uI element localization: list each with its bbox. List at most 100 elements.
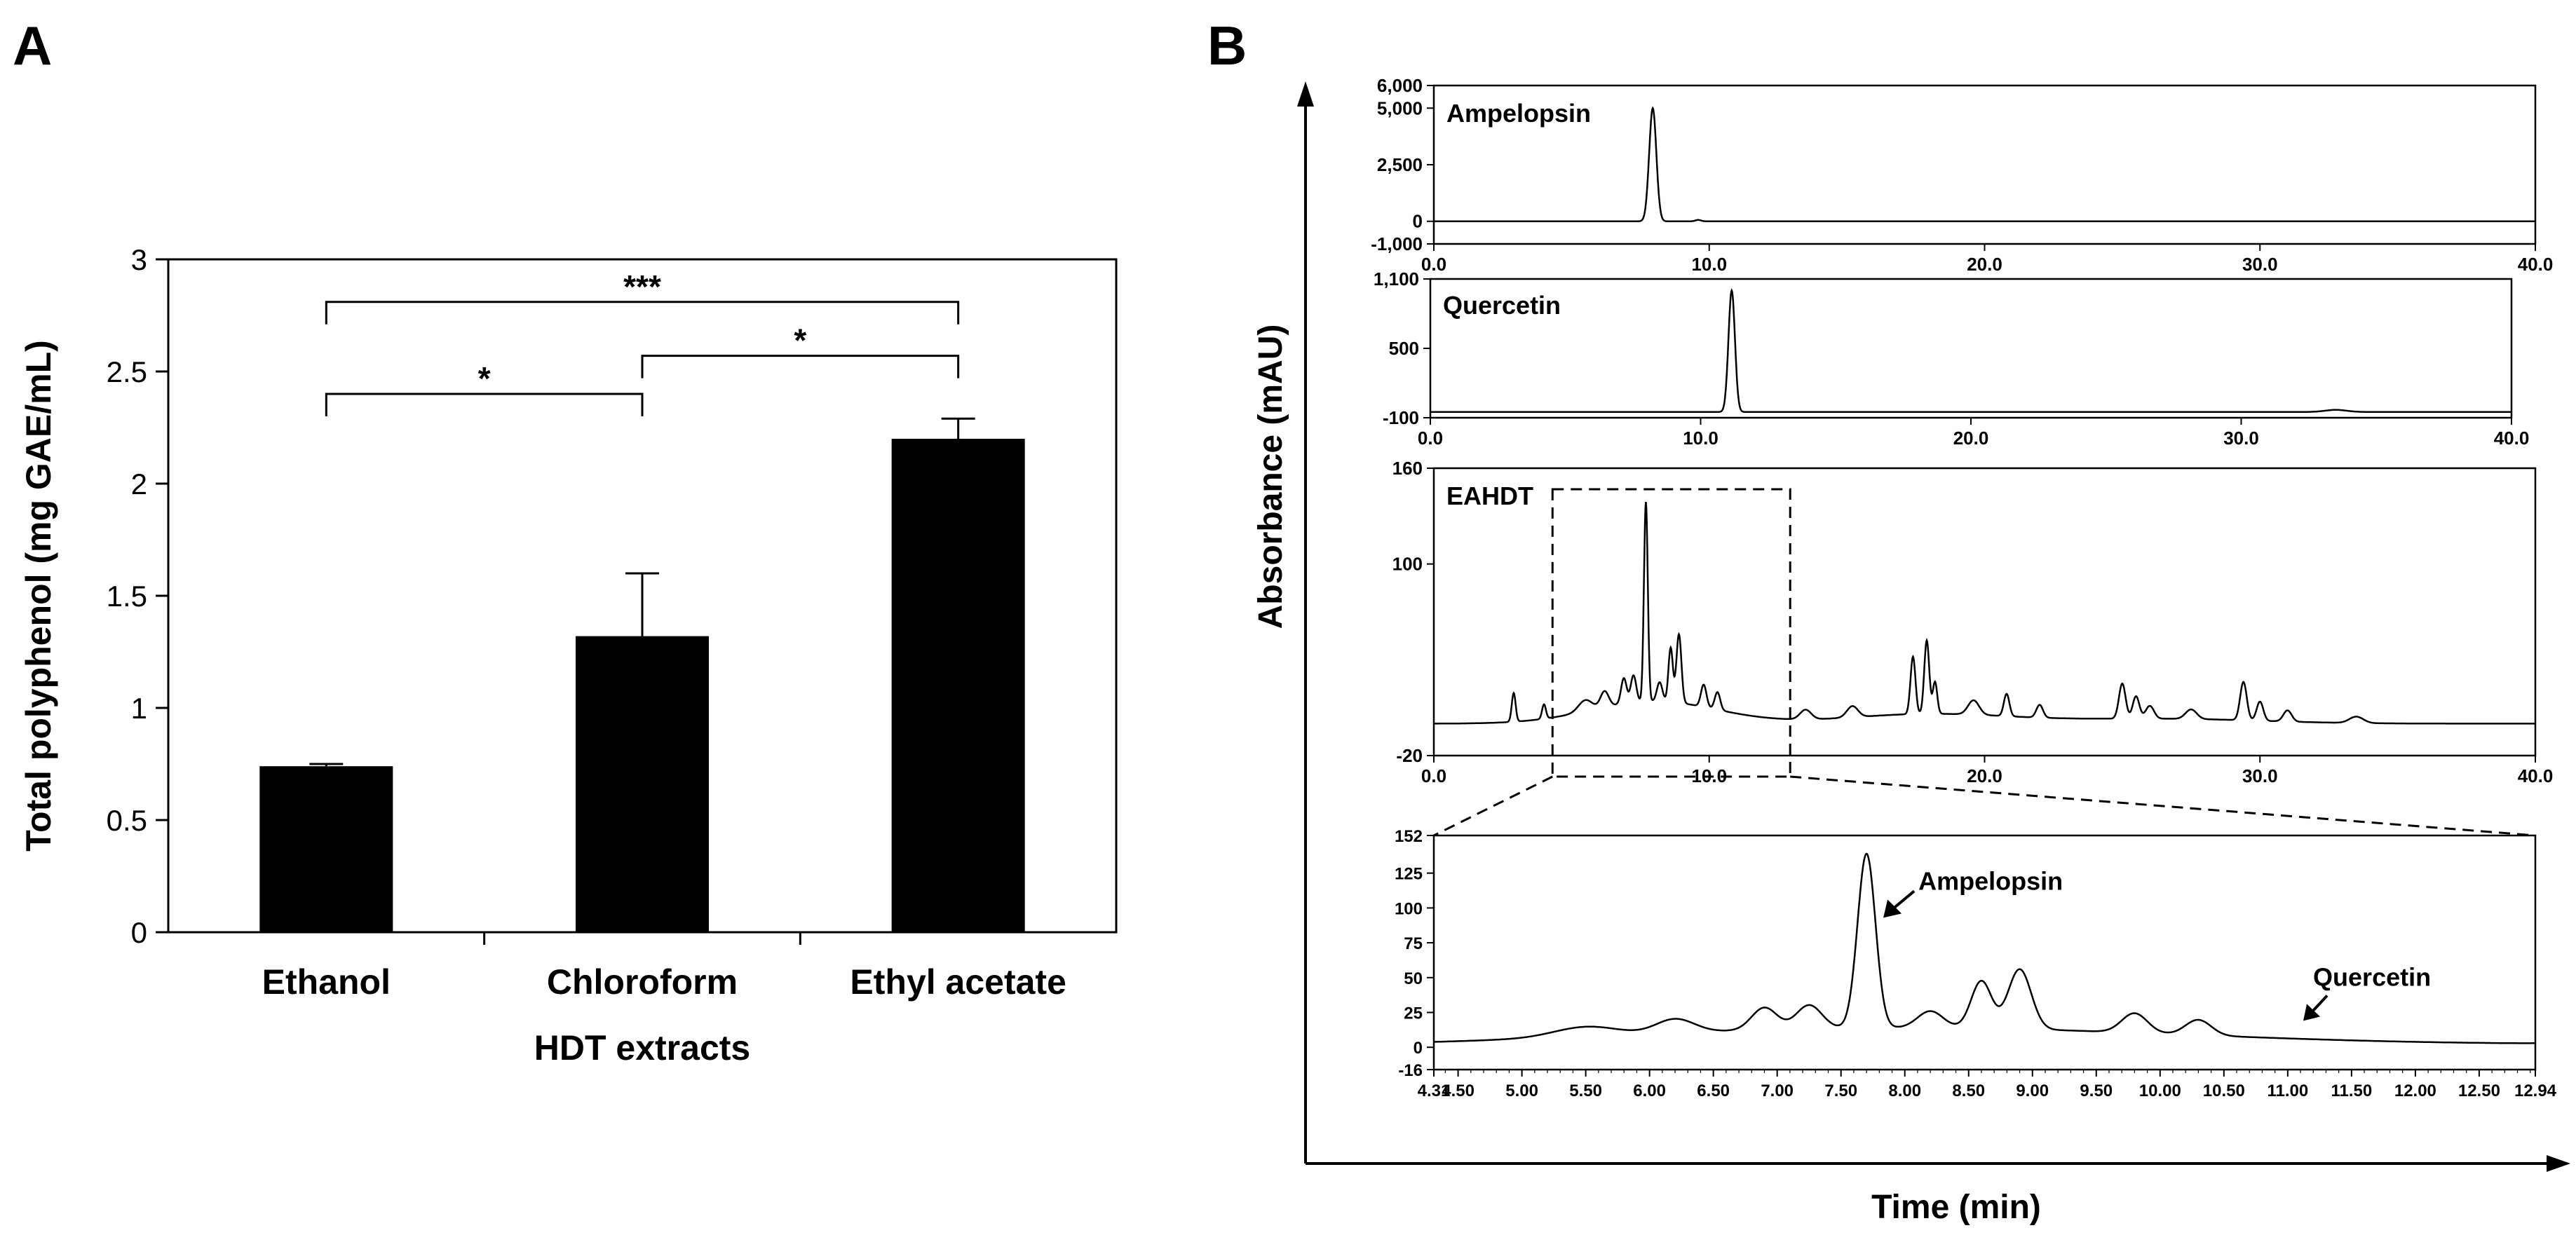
x-tick-label: 5.00	[1505, 1082, 1538, 1100]
y-tick-label: 152	[1395, 827, 1423, 846]
x-tick-label: 9.00	[2016, 1082, 2049, 1100]
x-tick-label: 40.0	[2518, 765, 2554, 786]
y-tick-label: 2,500	[1377, 154, 1423, 175]
annotation-quercetin: Quercetin	[2313, 962, 2431, 991]
y-tick-label: 1,100	[1374, 268, 1419, 289]
y-axis-title: Total polyphenol (mg GAE/mL)	[19, 340, 58, 852]
x-axis-title: HDT extracts	[534, 1028, 750, 1067]
category-label: Ethanol	[262, 962, 391, 1002]
significance-bracket	[325, 393, 644, 416]
panel-b-letter: B	[1207, 15, 1247, 76]
x-tick-label: 0.0	[1421, 765, 1446, 786]
y-tick-label: -100	[1383, 407, 1419, 428]
zoom-connector-left	[1433, 775, 1553, 837]
big-x-axis-title: Time (min)	[1871, 1189, 2041, 1226]
x-tick-label: 6.50	[1697, 1082, 1730, 1100]
chromatogram-frame	[1429, 278, 2513, 419]
x-tick-label: 11.50	[2331, 1082, 2372, 1100]
chromatogram-4: 152 125 100 75 50 25 0 -16 4.314.50 5.00 5.50 6.00 6…	[1395, 827, 2557, 1100]
y-tick-label: 2	[131, 468, 147, 500]
x-tick-label: 4.50	[1442, 1082, 1475, 1100]
panel-a-letter: A	[13, 15, 52, 76]
y-tick-label: 500	[1389, 338, 1419, 359]
y-tick-label: 50	[1404, 969, 1423, 988]
y-tick-label: -1,000	[1371, 233, 1423, 254]
x-tick-label: 10.0	[1683, 428, 1719, 449]
x-tick-label: 40.0	[2494, 428, 2530, 449]
significance-label: ***	[623, 268, 661, 305]
x-tick-label: 4.31	[1418, 1082, 1451, 1100]
y-tick-label: 2.5	[107, 355, 147, 388]
annotation-arrowhead	[2303, 1004, 2321, 1021]
significance-bracket	[325, 301, 960, 325]
y-tick-label: 160	[1392, 458, 1423, 479]
y-tick-label: 75	[1404, 934, 1423, 953]
x-tick-label: 20.0	[1967, 254, 2002, 275]
bar-chloroform	[576, 636, 709, 932]
x-tick-label: 7.00	[1761, 1082, 1794, 1100]
y-tick-label: 25	[1404, 1004, 1423, 1023]
chromatogram-label: EAHDT	[1446, 482, 1533, 510]
y-tick-label: 0	[1413, 211, 1423, 232]
category-label: Ethyl acetate	[850, 962, 1066, 1002]
x-tick-label: 8.50	[1952, 1082, 1985, 1100]
chromatogram-frame	[1432, 84, 2537, 245]
zoom-window-box	[1551, 488, 1791, 778]
chromatogram-trace	[1434, 852, 2535, 1044]
x-tick-label: 7.50	[1824, 1082, 1857, 1100]
annotation-arrowhead	[1883, 899, 1902, 918]
x-tick-label: 0.0	[1421, 254, 1446, 275]
y-tick-label: 6,000	[1377, 75, 1423, 96]
x-tick-label: 12.50	[2458, 1082, 2500, 1100]
big-y-axis-title: Absorbance (mAU)	[1252, 325, 1289, 629]
y-tick-label: 3	[131, 243, 147, 276]
y-tick-label: -16	[1398, 1061, 1423, 1080]
y-tick-label: 0	[131, 916, 147, 949]
y-tick-label: 100	[1392, 554, 1423, 575]
chromatogram-label: Ampelopsin	[1446, 99, 1591, 128]
chromatogram-trace	[1434, 501, 2535, 725]
y-tick-label: -20	[1396, 745, 1423, 766]
x-tick-label: 30.0	[2223, 428, 2259, 449]
x-tick-label: 6.00	[1633, 1082, 1666, 1100]
chromatogram-frame	[1432, 834, 2537, 1071]
y-tick-label: 100	[1395, 899, 1423, 918]
chromatogram-label: Quercetin	[1443, 291, 1561, 320]
x-tick-label: 0.0	[1418, 428, 1443, 449]
x-tick-label: 10.50	[2203, 1082, 2245, 1100]
y-tick-label: 125	[1395, 865, 1423, 884]
y-tick-label: 1.5	[107, 580, 147, 613]
bar-ethanol	[259, 766, 393, 932]
y-tick-label: 0	[1414, 1039, 1423, 1058]
y-tick-label: 5,000	[1377, 97, 1423, 118]
significance-bracket	[641, 355, 960, 378]
x-tick-label: 11.00	[2267, 1082, 2308, 1100]
y-tick-label: 1	[131, 692, 147, 725]
annotation-ampelopsin: Ampelopsin	[1918, 866, 2063, 895]
y-tick-label: 0.5	[107, 804, 147, 837]
x-tick-label: 30.0	[2242, 765, 2278, 786]
x-tick-label: 40.0	[2518, 254, 2554, 275]
big-y-axis-arrowhead	[1297, 81, 1314, 107]
x-tick-label: 10.00	[2139, 1082, 2181, 1100]
category-label: Chloroform	[547, 962, 738, 1002]
big-x-axis-arrowhead	[2547, 1155, 2570, 1172]
panel-a-bar-chart: 0 0.5 1 1.5 2 2.5 3 Ethanol Chloroform Ethyl acet…	[19, 243, 1118, 1067]
chromatogram-trace	[1430, 287, 2511, 414]
x-tick-label: 20.0	[1967, 765, 2002, 786]
x-tick-label: 8.00	[1888, 1082, 1921, 1100]
chromatogram-trace	[1434, 106, 2535, 222]
x-tick-label: 5.50	[1569, 1082, 1602, 1100]
x-tick-label: 12.94	[2514, 1082, 2557, 1100]
x-tick-label: 9.50	[2080, 1082, 2113, 1100]
x-tick-label: 12.00	[2394, 1082, 2436, 1100]
significance-label: *	[478, 360, 491, 397]
x-tick-label: 30.0	[2242, 254, 2278, 275]
significance-label: *	[794, 322, 806, 359]
bar-ethyl-acetate	[891, 439, 1025, 932]
x-tick-label: 20.0	[1953, 428, 1989, 449]
